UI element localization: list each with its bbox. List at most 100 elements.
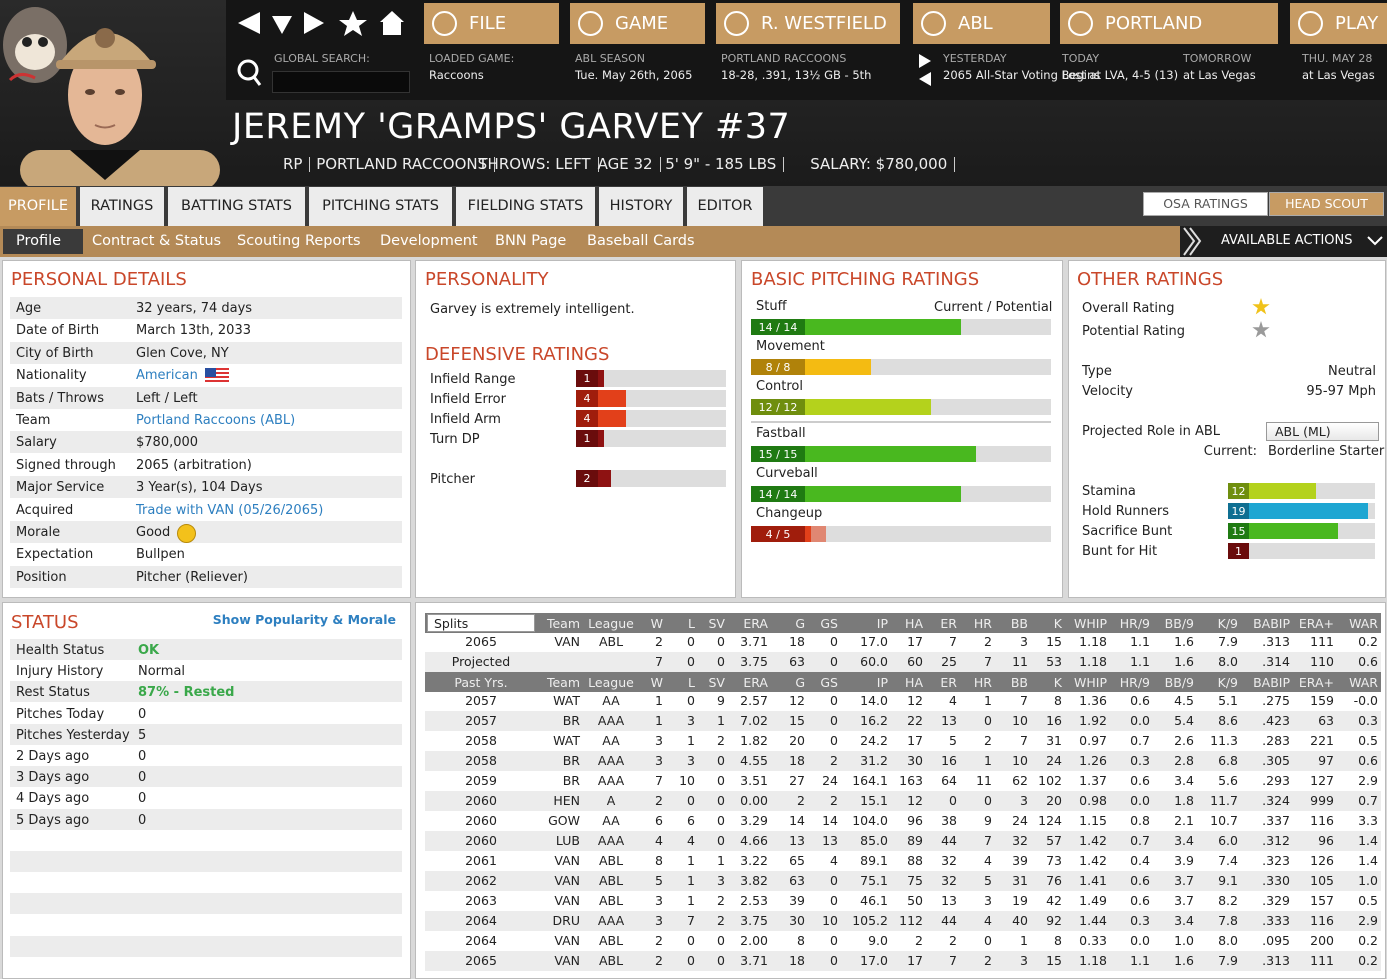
status-link[interactable]: Show Popularity & Morale [212, 612, 396, 627]
column-header[interactable]: Team [546, 675, 580, 690]
subtab[interactable]: Development [380, 233, 478, 249]
column-header[interactable]: K/9 [1217, 675, 1238, 690]
column-header[interactable]: Team [546, 616, 580, 631]
subtab[interactable]: Contract & Status [92, 233, 222, 249]
rating-view-label[interactable]: HEAD SCOUT [1285, 196, 1368, 211]
detail-value[interactable]: Portland Raccoons (ABL) [136, 413, 296, 428]
column-header[interactable]: ERA+ [1298, 675, 1334, 690]
column-header[interactable]: BB/9 [1164, 675, 1194, 690]
rating-view-button[interactable] [1269, 192, 1384, 216]
subtab[interactable]: BNN Page [495, 233, 567, 249]
column-header[interactable]: W [650, 675, 663, 690]
column-header[interactable]: ERA+ [1298, 616, 1334, 631]
subtab[interactable]: Baseball Cards [587, 233, 695, 249]
tab-label[interactable]: BATTING STATS [181, 198, 292, 214]
column-header[interactable]: L [688, 675, 695, 690]
tab-label[interactable]: HISTORY [609, 198, 673, 214]
nav-button-label[interactable]: PORTLAND [1105, 13, 1203, 34]
column-header[interactable]: HR [973, 675, 992, 690]
column-header[interactable]: SV [708, 616, 726, 631]
column-header[interactable]: HR [973, 616, 992, 631]
column-header[interactable]: BB [1010, 675, 1028, 690]
tab-label[interactable]: EDITOR [697, 198, 753, 214]
actions-label[interactable]: AVAILABLE ACTIONS [1221, 233, 1353, 248]
subtab[interactable]: Profile [16, 233, 62, 249]
row-bg [10, 808, 402, 830]
stat-cell: 2 [915, 933, 923, 948]
column-header[interactable]: IP [876, 616, 888, 631]
column-header[interactable]: ERA [743, 675, 768, 690]
column-header[interactable]: WHIP [1074, 616, 1107, 631]
rating-label: Stamina [1082, 484, 1136, 499]
column-header[interactable]: K [1053, 616, 1062, 631]
column-header[interactable]: BABIP [1253, 616, 1290, 631]
column-header[interactable]: WHIP [1074, 675, 1107, 690]
splits-label[interactable]: Splits [434, 616, 469, 631]
rating-view-label[interactable]: OSA RATINGS [1163, 196, 1248, 211]
rating-view-button[interactable] [1143, 192, 1268, 216]
column-header[interactable]: K [1053, 675, 1062, 690]
column-header[interactable]: ER [940, 675, 957, 690]
stat-cell: 40 [1012, 913, 1028, 928]
nav-button-label[interactable]: R. WESTFIELD [761, 13, 887, 34]
stat-cell: 3.9 [1174, 853, 1194, 868]
column-header[interactable]: BABIP [1253, 675, 1290, 690]
nav-button-label[interactable]: FILE [469, 13, 507, 34]
tab-label[interactable]: PITCHING STATS [322, 198, 439, 214]
stat-cell: 0 [830, 893, 838, 908]
tab[interactable] [599, 187, 683, 226]
column-header[interactable]: G [795, 675, 805, 690]
stat-cell: 1 [687, 733, 695, 748]
column-header[interactable]: G [795, 616, 805, 631]
column-header[interactable]: BB/9 [1164, 616, 1194, 631]
column-header[interactable]: League [588, 618, 634, 631]
column-header[interactable]: GS [820, 675, 838, 690]
column-header[interactable]: WAR [1349, 675, 1378, 690]
search-input[interactable] [272, 71, 410, 93]
column-header[interactable]: L [688, 616, 695, 631]
column-header[interactable]: HR/9 [1119, 675, 1150, 690]
actions-bar[interactable] [1180, 226, 1387, 257]
stat-cell: 14.0 [860, 693, 888, 708]
column-header[interactable]: K/9 [1217, 616, 1238, 631]
stat-cell: 2065 [465, 953, 497, 968]
nav-button[interactable] [1060, 3, 1278, 44]
column-header[interactable]: IP [876, 675, 888, 690]
column-header[interactable]: SV [708, 675, 726, 690]
tab[interactable] [168, 187, 305, 226]
tab[interactable] [309, 187, 452, 226]
column-header[interactable]: BB [1010, 616, 1028, 631]
nav-button-label[interactable]: GAME [615, 13, 669, 34]
tab[interactable] [80, 187, 164, 226]
column-header[interactable]: HR/9 [1119, 616, 1150, 631]
subtab[interactable]: Scouting Reports [237, 233, 361, 249]
column-header[interactable]: ER [940, 616, 957, 631]
column-header[interactable]: HA [905, 616, 923, 631]
stat-cell: 31.2 [860, 753, 888, 768]
stat-cell: 7 [949, 953, 957, 968]
detail-value[interactable]: Trade with VAN (05/26/2065) [136, 502, 324, 518]
role-select-value[interactable]: ABL (ML) [1275, 424, 1331, 439]
row-bg [10, 723, 402, 745]
detail-value[interactable]: American [136, 368, 198, 384]
tab-label[interactable]: PROFILE [7, 198, 69, 214]
splits-select[interactable] [427, 614, 535, 632]
column-header[interactable]: ERA [743, 616, 768, 631]
tab-label[interactable]: FIELDING STATS [467, 198, 584, 214]
column-header[interactable]: W [650, 616, 663, 631]
day-arrows[interactable] [917, 52, 933, 88]
column-header[interactable]: HA [905, 675, 923, 690]
nav-button-label[interactable]: ABL [958, 13, 993, 34]
rating-label: Movement [756, 339, 825, 354]
nav-icons[interactable] [236, 8, 416, 92]
role-select[interactable] [1266, 422, 1379, 441]
player-arrows[interactable] [234, 156, 270, 170]
column-header[interactable]: GS [820, 616, 838, 631]
tab-label[interactable]: RATINGS [90, 198, 154, 214]
column-header[interactable]: WAR [1349, 616, 1378, 631]
nav-button-label[interactable]: PLAY [1335, 13, 1379, 34]
tab[interactable] [456, 187, 595, 226]
column-header[interactable]: League [588, 677, 634, 690]
tab[interactable] [0, 187, 76, 226]
tab[interactable] [687, 187, 763, 226]
